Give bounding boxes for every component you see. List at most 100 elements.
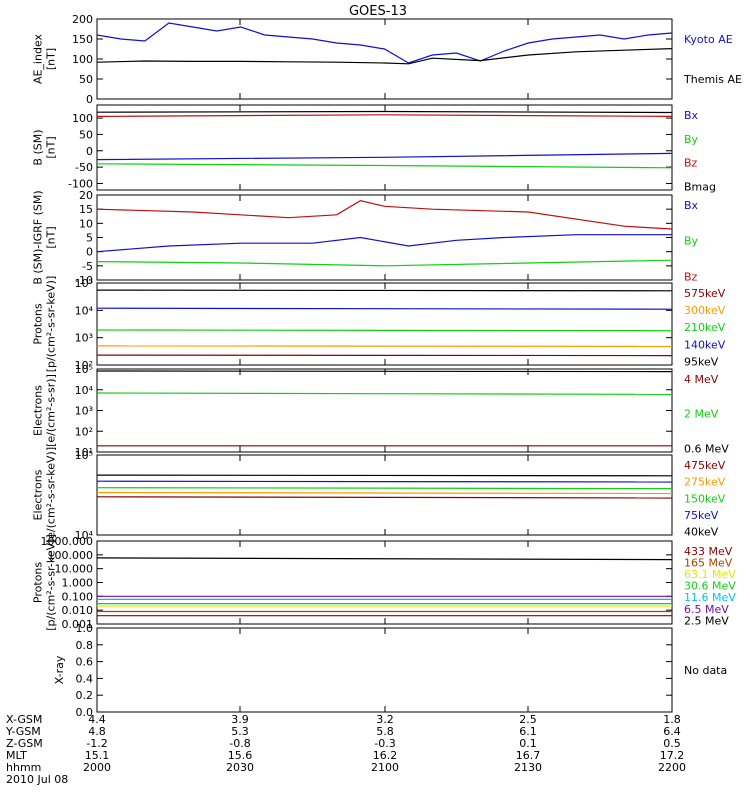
orbit-value: 15.1	[85, 749, 110, 762]
orbit-row-label: X-GSM	[6, 713, 42, 726]
panel-b: -100 -50 0 50 100 B (SM) [nT] Bx By Bz Bmag	[32, 104, 716, 193]
orbit-value: -0.3	[374, 737, 395, 750]
legend-entry: 95keV	[684, 355, 719, 368]
y-axis-label: B (SM)	[32, 129, 45, 165]
series-line-40keV	[96, 474, 673, 477]
series-line-Bx	[96, 234, 672, 253]
legend-entry: 40keV	[684, 526, 719, 539]
legend-entry: 300keV	[684, 304, 726, 317]
figure-title: GOES-13	[349, 4, 407, 19]
y-tick-label: 150	[72, 33, 93, 46]
series-line-140keV	[96, 307, 673, 310]
orbit-value: 3.9	[231, 713, 249, 726]
series-line-Bx	[96, 152, 673, 161]
y-tick-label: 10⁵	[75, 363, 93, 376]
series-line-Kyoto-AE	[96, 22, 673, 64]
series-line-Bz	[96, 200, 673, 230]
y-tick-label: 1000.000	[41, 535, 94, 548]
series-line-2-MeV	[96, 392, 673, 395]
series-line-By	[96, 259, 673, 267]
y-tick-label: 0	[86, 246, 93, 259]
y-axis-label: [e/(cm²-s-sr-keV)]	[45, 447, 58, 543]
series-line-210keV	[96, 329, 673, 332]
y-tick-label: 200	[72, 13, 93, 26]
y-tick-label: 10	[79, 217, 93, 230]
legend-entry: 475keV	[684, 459, 726, 472]
orbit-value: 4.8	[88, 725, 106, 738]
y-tick-label: 0.010	[62, 604, 94, 617]
y-axis-label: X-ray	[53, 655, 66, 684]
series-line-475keV	[96, 496, 673, 499]
legend-entry: 30.6 MeV	[684, 580, 736, 593]
legend-entry: 433 MeV	[684, 545, 733, 558]
orbit-value: 16.2	[373, 749, 398, 762]
y-tick-label: 1.000	[62, 577, 94, 590]
panel-frame	[96, 104, 673, 191]
y-axis-label: [p/(cm²-s-sr-keV)]	[45, 534, 58, 631]
y-tick-label: 10¹	[75, 446, 93, 459]
y-tick-label: 100	[72, 112, 93, 125]
legend-entry: 140keV	[684, 338, 726, 351]
legend-entry: 63.1 MeV	[684, 568, 736, 581]
y-tick-label: 10⁴	[75, 529, 94, 542]
orbit-row-label: Z-GSM	[6, 737, 43, 750]
y-tick-label: 15	[79, 203, 93, 216]
panel-ae: 0 50 100 150 200 AE_index [nT] Kyoto AE Themis A…	[32, 13, 742, 106]
orbit-value: 4.4	[88, 713, 106, 726]
y-tick-label: 0.0	[76, 706, 94, 719]
y-axis-label: B (SM)-IGRF (SM)	[32, 190, 45, 284]
legend-entry: 165 MeV	[684, 557, 733, 570]
legend-entry: 210keV	[684, 321, 726, 334]
legend-entry: Bmag	[684, 180, 716, 193]
y-tick-label: 10³	[75, 405, 93, 418]
legend-entry: 6.5 MeV	[684, 603, 729, 616]
legend-entry: 575keV	[684, 287, 726, 300]
y-tick-label: 0	[86, 145, 93, 158]
orbit-value: 1.8	[663, 713, 681, 726]
series-line-By	[96, 163, 673, 169]
y-tick-label: 10²	[75, 359, 93, 372]
legend-entry: 2.5 MeV	[684, 614, 729, 627]
panel-xray: 0.0 0.2 0.4 0.6 0.8 1.0 X-ray No data	[53, 622, 727, 719]
legend-entry: Kyoto AE	[684, 33, 733, 46]
y-tick-label: 0.6	[76, 656, 94, 669]
y-tick-label: -10	[75, 274, 93, 287]
orbit-value: -1.2	[86, 737, 107, 750]
panel-electrons_mev: 10¹ 10² 10³ 10⁴ 10⁵ Electrons [e/(cm²-s-sr)] 4 …	[32, 363, 730, 459]
no-data-note: No data	[684, 664, 727, 677]
legend-entry: Bx	[684, 109, 699, 122]
orbit-value: 0.1	[519, 737, 537, 750]
panel-protons_mev: 0.0010.0100.1001.00010.000100.0001000.00…	[32, 534, 737, 631]
y-tick-label: 0.001	[62, 618, 94, 631]
y-tick-label: 0.8	[76, 639, 94, 652]
series-line-0.6-MeV	[96, 370, 673, 373]
y-tick-label: 10⁴	[75, 384, 94, 397]
panel-frame	[96, 18, 673, 100]
series-line-75keV	[96, 480, 673, 483]
time-tick-label: 2100	[371, 761, 399, 774]
y-axis-label: Protons	[32, 303, 45, 344]
legend-entry: By	[684, 235, 699, 248]
panel-frame	[96, 194, 673, 281]
series-line-150keV	[96, 487, 673, 490]
y-tick-label: 0	[86, 93, 93, 106]
legend-entry: 75keV	[684, 509, 719, 522]
y-tick-label: -5	[82, 260, 93, 273]
panel-frame	[96, 454, 673, 536]
y-tick-label: 10⁵	[75, 277, 93, 290]
series-line-Bz	[96, 114, 673, 117]
y-axis-label: Electrons	[32, 469, 45, 520]
legend-entry: Bz	[684, 270, 698, 283]
y-axis-label: [nT]	[45, 226, 58, 248]
orbit-row-label: Y-GSM	[5, 725, 41, 738]
panel-electrons_kev: 10⁴ 10⁵ Electrons [e/(cm²-s-sr-keV)] 475keV 2…	[32, 447, 726, 543]
orbit-row-label: MLT	[6, 749, 27, 762]
time-axis-label: hhmm	[6, 761, 41, 774]
y-tick-label: 5	[86, 232, 93, 245]
legend-entry: 11.6 MeV	[684, 591, 736, 604]
orbit-value: 17.2	[660, 749, 685, 762]
y-axis-label: Electrons	[32, 385, 45, 436]
orbit-value: 2.5	[519, 713, 537, 726]
